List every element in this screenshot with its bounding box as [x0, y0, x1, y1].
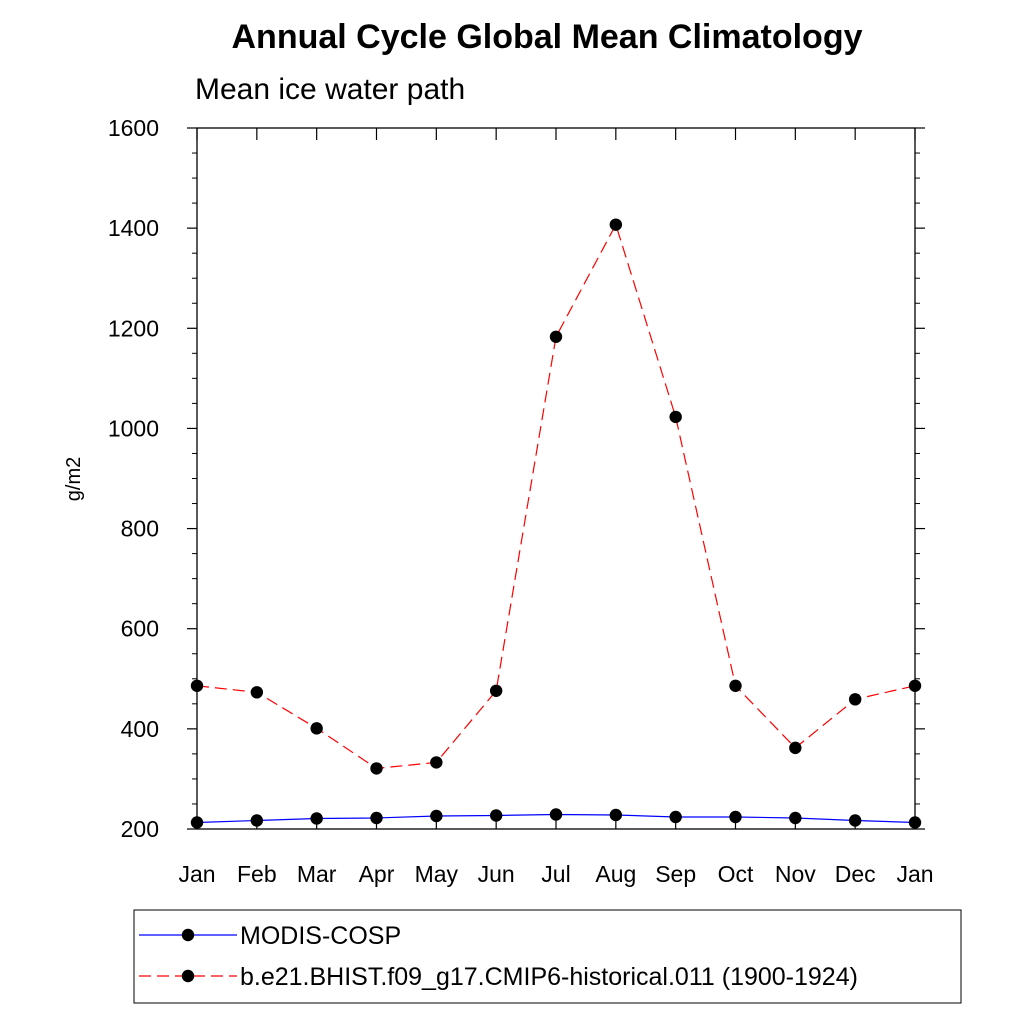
x-tick-label: Aug	[595, 861, 636, 887]
series-point	[370, 762, 383, 775]
series-point	[848, 814, 862, 827]
series-point	[549, 330, 563, 343]
series-line	[196, 223, 916, 770]
legend-label: b.e21.BHIST.f09_g17.CMIP6-historical.011…	[240, 963, 858, 991]
series-point	[669, 810, 682, 824]
chart-title: Annual Cycle Global Mean Climatology	[232, 18, 863, 56]
legend-marker	[181, 969, 195, 983]
chart-subtitle: Mean ice water path	[195, 73, 465, 106]
series-point	[190, 816, 204, 829]
x-tick-label: Jan	[178, 861, 215, 887]
y-tick-labels: 200 400 600 800 1000 1200 1400 1600	[108, 115, 159, 842]
x-tick-label: May	[415, 861, 459, 887]
y-tick-label: 600	[121, 616, 159, 642]
legend-marker	[181, 928, 195, 942]
y-tick-label: 1200	[108, 315, 159, 341]
series-point	[190, 679, 204, 692]
legend: MODIS-COSP b.e21.BHIST.f09_g17.CMIP6-hist…	[139, 922, 858, 991]
series-point	[310, 722, 323, 735]
x-tick-label: Mar	[297, 861, 337, 887]
y-tick-label: 1000	[108, 415, 159, 441]
series-point	[250, 814, 264, 827]
series-point	[549, 808, 563, 821]
x-tick-label: Apr	[359, 861, 395, 887]
y-tick-label: 1600	[108, 115, 159, 141]
x-tick-labels: Jan Feb Mar Apr May Jun Jul Aug Sep Oct Nov Dec Jan	[178, 861, 933, 887]
series-point	[729, 810, 742, 824]
series-point	[430, 809, 443, 823]
legend-box	[133, 909, 962, 1004]
series-point	[908, 816, 922, 829]
y-axis-label: g/m2	[63, 457, 85, 501]
x-tick-label: Oct	[718, 861, 754, 887]
series-point	[609, 808, 623, 822]
series-point	[848, 693, 862, 706]
series-layer	[190, 218, 922, 829]
x-tick-label: Jan	[896, 861, 933, 887]
x-tick-label: Feb	[237, 861, 277, 887]
series-point	[489, 809, 503, 822]
y-tick-label: 200	[121, 816, 159, 842]
x-tick-label: Jul	[541, 861, 570, 887]
x-tick-label: Nov	[775, 861, 816, 887]
x-tick-label: Jun	[478, 861, 515, 887]
series-point	[430, 756, 443, 769]
axis-ticks	[187, 127, 925, 830]
series-point	[729, 679, 742, 692]
series-point	[789, 811, 802, 825]
series-point	[310, 812, 323, 825]
series-point	[908, 679, 922, 692]
series-point	[489, 684, 503, 698]
y-tick-label: 800	[121, 516, 159, 542]
y-tick-label: 400	[121, 716, 159, 742]
series-point	[370, 811, 383, 825]
legend-label: MODIS-COSP	[240, 922, 401, 950]
series-point	[789, 741, 802, 755]
series-point	[669, 410, 682, 424]
series-point	[609, 218, 623, 231]
series-point	[250, 686, 264, 699]
x-tick-label: Sep	[655, 861, 696, 887]
y-tick-label: 1400	[108, 215, 159, 241]
x-tick-label: Dec	[835, 861, 876, 887]
plot-frame	[196, 127, 916, 830]
